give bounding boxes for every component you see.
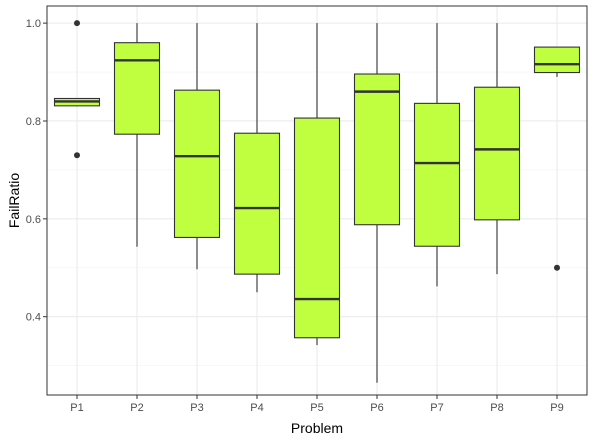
x-tick-label: P6 [370,402,383,414]
x-tick-label: P5 [310,402,323,414]
box-p6 [353,23,401,383]
box-body [353,73,401,226]
y-axis: 0.4 0.6 0.8 1.0 [26,18,47,324]
box-p1 [53,20,101,159]
box-body [413,102,461,247]
x-tick-label: P1 [70,402,83,414]
y-tick-label: 1.0 [26,18,41,30]
box-body [173,89,221,238]
box-p3 [173,23,221,270]
x-tick-label: P8 [490,402,503,414]
box-body [113,42,161,135]
x-tick-label: P9 [550,402,563,414]
box-body [233,132,281,275]
box-body [293,117,341,339]
box-body [533,46,581,74]
y-tick-label: 0.4 [26,312,41,324]
x-tick-label: P3 [190,402,203,414]
x-tick-label: P7 [430,402,443,414]
x-axis-title: Problem [291,420,343,436]
box-p7 [413,23,461,287]
box-p5 [293,23,341,346]
x-axis: P1 P2 P3 P4 P5 P6 P7 P8 P9 [70,395,564,414]
outlier-point [554,264,560,271]
y-tick-label: 0.8 [26,116,41,128]
outlier-point [74,152,80,159]
y-tick-label: 0.6 [26,214,41,226]
outlier-point [74,20,80,27]
x-tick-label: P2 [130,402,143,414]
y-axis-title: FailRatio [6,173,22,228]
box-p4 [233,23,281,293]
box-p8 [473,23,521,275]
box-p2 [113,23,161,247]
box-p9 [533,46,581,271]
x-tick-label: P4 [250,402,263,414]
box-series [53,20,581,383]
box-body [473,86,521,221]
